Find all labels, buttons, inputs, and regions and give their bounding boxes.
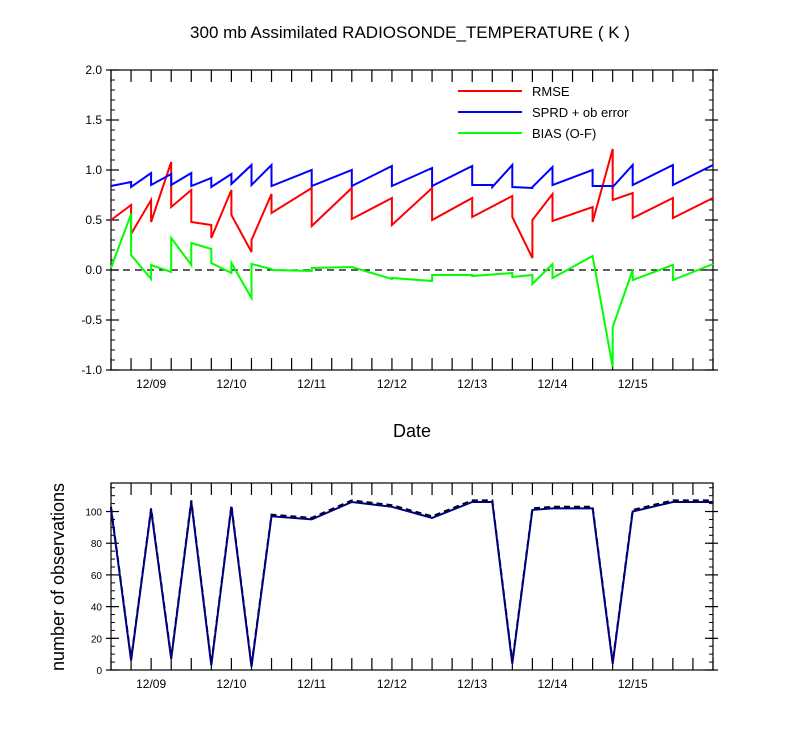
x-tick-label: 12/13 [457, 377, 487, 391]
x-axis-label: Date [393, 421, 431, 441]
x-tick-label: 12/10 [216, 677, 246, 691]
y-tick-label: 40 [91, 603, 103, 614]
x-tick-label: 12/14 [537, 377, 567, 391]
x-tick-label: 12/14 [537, 677, 567, 691]
rmse-sprd-bias-chart: 300 mb Assimilated RADIOSONDE_TEMPERATUR… [81, 23, 718, 441]
legend-label: BIAS (O-F) [532, 126, 596, 141]
x-tick-label: 12/15 [618, 677, 648, 691]
x-tick-label: 12/12 [377, 377, 407, 391]
y-tick-label: -0.5 [81, 313, 102, 327]
y-tick-label: 1.5 [85, 113, 102, 127]
y-tick-label: 80 [91, 539, 103, 550]
series-line-bias-o-f [110, 213, 714, 368]
legend-label: RMSE [532, 84, 570, 99]
y-tick-label: 60 [91, 571, 103, 582]
legend: RMSE SPRD + ob error BIAS (O-F) [458, 84, 629, 141]
series-line-observations [110, 500, 713, 667]
bottom-axis-ticks: 12/09 12/10 12/11 12/12 12/13 12/14 12/15 0 20 40… [85, 483, 718, 691]
y-tick-label: 0.0 [85, 263, 102, 277]
x-tick-label: 12/15 [618, 377, 648, 391]
bottom-series-lines [110, 499, 713, 667]
y-tick-label: 1.0 [85, 163, 102, 177]
series-line-sprd-ob-error [110, 162, 714, 190]
y-tick-label: -1.0 [81, 363, 102, 377]
x-tick-label: 12/13 [457, 677, 487, 691]
top-series-lines [110, 148, 714, 368]
y-tick-label: 100 [85, 508, 102, 519]
y-tick-label: 0.5 [85, 213, 102, 227]
x-tick-label: 12/11 [297, 377, 326, 391]
x-tick-label: 12/12 [377, 677, 407, 691]
y-tick-label: 2.0 [85, 63, 102, 77]
y-axis-label: number of observations [48, 483, 68, 671]
legend-label: SPRD + ob error [532, 105, 629, 120]
series-line-rmse [110, 148, 714, 259]
x-tick-label: 12/09 [136, 677, 166, 691]
x-tick-label: 12/09 [136, 377, 166, 391]
x-tick-label: 12/10 [216, 377, 246, 391]
observations-count-chart: 12/09 12/10 12/11 12/12 12/13 12/14 12/15 0 20 40… [48, 482, 718, 691]
y-tick-label: 20 [91, 634, 103, 645]
x-tick-label: 12/11 [297, 677, 326, 691]
y-tick-label: 0 [96, 666, 102, 677]
chart-title: 300 mb Assimilated RADIOSONDE_TEMPERATUR… [190, 23, 630, 42]
